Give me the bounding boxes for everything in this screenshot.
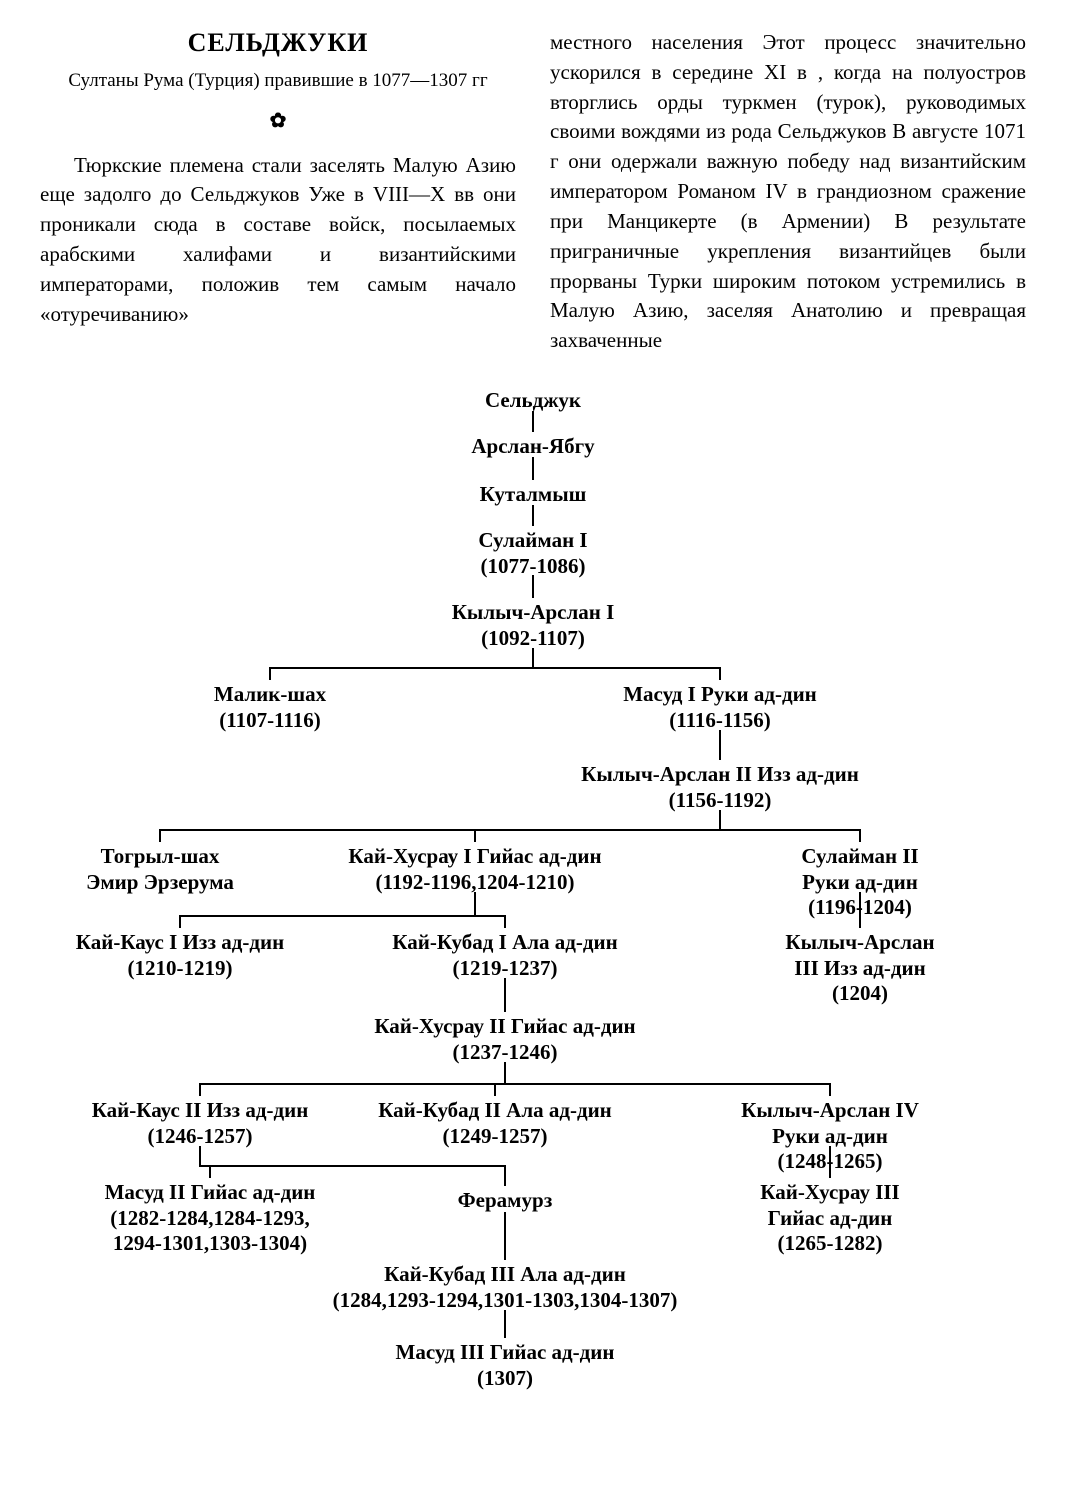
tree-node: Масуд I Руки ад-дин (1116-1156) — [623, 682, 817, 733]
page-title: СЕЛЬДЖУКИ — [40, 28, 516, 58]
body-text-right: местного населения Этот процесс значител… — [550, 28, 1026, 356]
body-text-left: Тюркские племена стали заселять Малую Аз… — [40, 151, 516, 330]
tree-node: Кылыч-Арслан IV Руки ад-дин (1248-1265) — [732, 1098, 928, 1175]
tree-node: Сельджук — [485, 388, 581, 414]
tree-node: Кай-Хусрау I Гийас ад-дин (1192-1196,120… — [348, 844, 601, 895]
tree-node: Кай-Кубад II Ала ад-дин (1249-1257) — [378, 1098, 612, 1149]
tree-node: Сулайман I (1077-1086) — [478, 528, 587, 579]
tree-node: Арслан-Ябгу — [471, 434, 594, 460]
tree-node: Ферамурз — [458, 1188, 553, 1214]
tree-node: Тогрыл-шах Эмир Эрзерума — [86, 844, 234, 895]
tree-node: Кылыч-Арслан I (1092-1107) — [452, 600, 615, 651]
tree-node: Кай-Каус II Изз ад-дин (1246-1257) — [92, 1098, 309, 1149]
genealogy-tree: Сельджук Арслан-Ябгу Куталмыш Сулайман I (1… — [40, 378, 1026, 1398]
tree-node: Кай-Кубад I Ала ад-дин (1219-1237) — [392, 930, 617, 981]
tree-node: Кай-Хусрау III Гийас ад-дин (1265-1282) — [732, 1180, 928, 1257]
page-subtitle: Султаны Рума (Турция) правившие в 1077—1… — [40, 68, 516, 94]
tree-node: Кай-Каус I Изз ад-дин (1210-1219) — [76, 930, 284, 981]
tree-node: Сулайман II Руки ад-дин (1196-1204) — [777, 844, 943, 921]
tree-node: Кай-Кубад III Ала ад-дин (1284,1293-1294… — [333, 1262, 678, 1313]
tree-node: Малик-шах (1107-1116) — [214, 682, 326, 733]
tree-node: Масуд III Гийас ад-дин (1307) — [396, 1340, 615, 1391]
tree-node: Кылыч-Арслан III Изз ад-дин (1204) — [777, 930, 943, 1007]
tree-node: Масуд II Гийас ад-дин (1282-1284,1284-12… — [105, 1180, 316, 1257]
tree-node: Кылыч-Арслан II Изз ад-дин (1156-1192) — [581, 762, 859, 813]
ornament-icon: ✿ — [40, 108, 516, 133]
tree-node: Куталмыш — [480, 482, 587, 508]
tree-node: Кай-Хусрау II Гийас ад-дин (1237-1246) — [374, 1014, 635, 1065]
